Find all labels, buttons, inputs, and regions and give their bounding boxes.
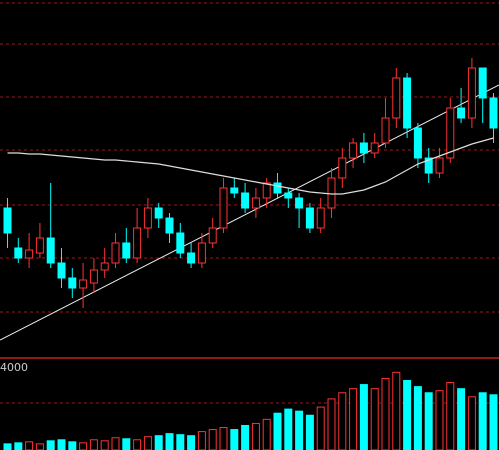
volume-bar <box>381 377 390 450</box>
volume-bar <box>208 429 217 450</box>
candle-body <box>111 242 120 264</box>
candle-body <box>25 249 34 259</box>
candle-body <box>3 207 12 234</box>
volume-bar <box>316 406 325 450</box>
volume-bar <box>467 396 476 450</box>
candle-body <box>122 242 131 259</box>
candle-body <box>208 227 217 244</box>
volume-bar <box>3 443 12 450</box>
candle-body <box>467 67 476 119</box>
volume-bar <box>327 398 336 450</box>
candle-body <box>165 217 174 234</box>
candle-body <box>338 157 347 179</box>
volume-bar <box>305 414 314 450</box>
volume-bar <box>241 424 250 450</box>
candle-body <box>46 237 55 264</box>
volume-bar <box>489 394 498 450</box>
candle-body <box>327 177 336 209</box>
candle-body <box>435 157 444 174</box>
volume-bar <box>262 418 271 450</box>
volume-bar <box>273 412 282 450</box>
candle-body <box>68 277 77 289</box>
volume-bar <box>403 379 412 450</box>
candle-body <box>424 157 433 174</box>
volume-bar <box>79 442 88 450</box>
volume-bar <box>295 410 304 450</box>
candle-body <box>403 77 412 129</box>
volume-bar <box>435 390 444 450</box>
volume-bar <box>349 388 358 450</box>
candle-body <box>413 127 422 159</box>
candle-body <box>143 207 152 229</box>
candle-body <box>187 252 196 264</box>
candle-body <box>57 262 66 279</box>
candle-body <box>89 269 98 284</box>
volume-bar <box>68 441 77 450</box>
volume-bar <box>197 431 206 450</box>
volume-bar <box>284 408 293 450</box>
volume-bar <box>446 382 455 450</box>
volume-bar <box>187 435 196 450</box>
candle-body <box>219 187 228 229</box>
candle-body <box>154 207 163 219</box>
volume-bar <box>413 386 422 450</box>
candle-body <box>349 142 358 159</box>
candle-body <box>392 77 401 119</box>
volume-bar <box>154 435 163 450</box>
volume-bar <box>165 433 174 450</box>
volume-bar <box>25 441 34 450</box>
candle-body <box>35 237 44 254</box>
volume-bar <box>35 443 44 450</box>
volume-bar <box>424 392 433 450</box>
volume-bar <box>457 388 466 450</box>
candle-body <box>14 247 23 259</box>
volume-bar <box>251 422 260 450</box>
candle-body <box>370 142 379 154</box>
volume-bar <box>359 384 368 450</box>
moving-average <box>7 137 494 195</box>
volume-bar <box>230 429 239 450</box>
volume-bar <box>100 440 109 450</box>
candle-body <box>478 67 487 99</box>
volume-bar <box>122 438 131 450</box>
candle-body <box>230 187 239 194</box>
volume-bar <box>46 440 55 450</box>
candle-body <box>79 279 88 289</box>
candle-body <box>489 97 498 129</box>
volume-bar <box>14 442 23 450</box>
candle-body <box>133 227 142 259</box>
candle-body <box>305 207 314 229</box>
volume-bar <box>57 439 66 450</box>
volume-bar <box>89 439 98 450</box>
candle-body <box>295 197 304 209</box>
volume-bar <box>370 388 379 450</box>
volume-bar <box>111 437 120 450</box>
candle-body <box>273 182 282 194</box>
volume-bar <box>338 392 347 450</box>
candle-body <box>284 192 293 199</box>
candle-body <box>100 262 109 271</box>
volume-bar <box>176 434 185 450</box>
candle-body <box>457 107 466 119</box>
candle-body <box>251 197 260 209</box>
candle-body <box>176 232 185 254</box>
volume-bar <box>219 427 228 450</box>
candle-body <box>359 142 368 154</box>
volume-bar <box>143 436 152 450</box>
candle-body <box>262 182 271 199</box>
candle-body <box>381 117 390 144</box>
volume-bar <box>133 439 142 450</box>
volume-bar <box>392 371 401 450</box>
candle-body <box>197 242 206 264</box>
candle-body <box>316 207 325 229</box>
volume-tick-label: 4000 <box>0 361 28 374</box>
volume-bar <box>478 392 487 450</box>
candle-body <box>446 107 455 159</box>
candle-body <box>241 192 250 209</box>
